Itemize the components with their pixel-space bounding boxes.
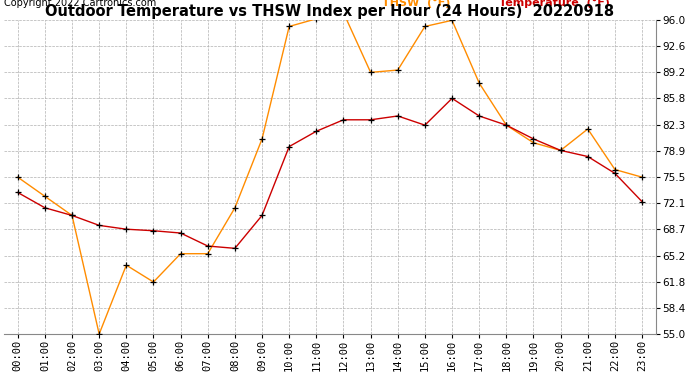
- Text: Temperature  (°F): Temperature (°F): [500, 0, 610, 8]
- Text: THSW  (°F): THSW (°F): [382, 0, 451, 8]
- Text: Copyright 2022 Cartronics.com: Copyright 2022 Cartronics.com: [4, 0, 157, 8]
- Title: Outdoor Temperature vs THSW Index per Hour (24 Hours)  20220918: Outdoor Temperature vs THSW Index per Ho…: [46, 4, 615, 19]
